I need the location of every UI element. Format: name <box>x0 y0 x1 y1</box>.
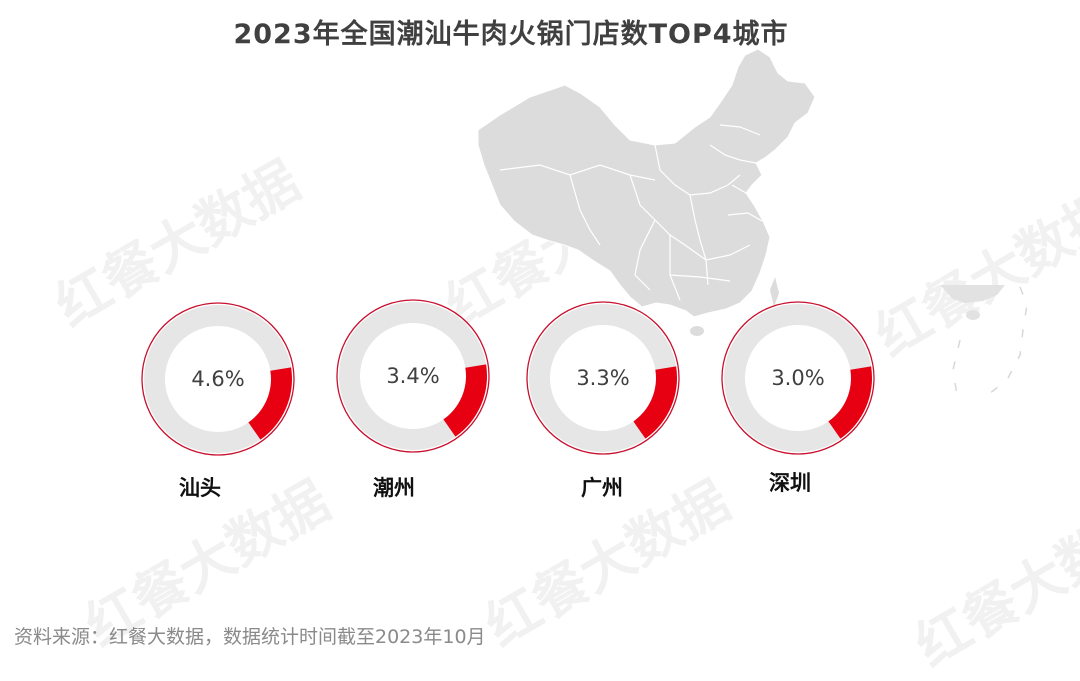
percentage-value: 3.0% <box>771 366 825 390</box>
donut-chart-chaozhou: 3.4% <box>333 296 493 456</box>
highlight-segment <box>443 364 487 437</box>
city-label-shantou: 汕头 <box>179 476 221 500</box>
highlight-segment <box>633 366 677 439</box>
source-note: 资料来源：红餐大数据，数据统计时间截至2023年10月 <box>14 626 486 648</box>
china-map-graphic <box>477 48 816 336</box>
highlight-segment <box>828 366 872 439</box>
watermark: 红餐大数据 <box>904 489 1080 679</box>
donut-ring-graphic <box>526 301 680 455</box>
percentage-value: 4.6% <box>191 367 245 391</box>
donut-ring-graphic <box>721 301 875 455</box>
city-label-chaozhou: 潮州 <box>373 476 415 500</box>
percentage-value: 3.4% <box>386 364 440 388</box>
donut-ring-graphic <box>141 302 295 456</box>
highlight-segment <box>248 367 292 440</box>
donut-chart-shenzhen: 3.0% <box>718 298 878 458</box>
city-label-shenzhen: 深圳 <box>769 471 811 495</box>
south-china-sea-inset <box>940 285 1028 398</box>
donut-chart-guangzhou: 3.3% <box>523 298 683 458</box>
chart-title: 2023年全国潮汕牛肉火锅门店数TOP4城市 <box>233 19 789 50</box>
donut-chart-shantou: 4.6% <box>138 299 298 459</box>
percentage-value: 3.3% <box>576 366 630 390</box>
city-label-guangzhou: 广州 <box>581 476 623 500</box>
donut-ring-graphic <box>336 299 490 453</box>
